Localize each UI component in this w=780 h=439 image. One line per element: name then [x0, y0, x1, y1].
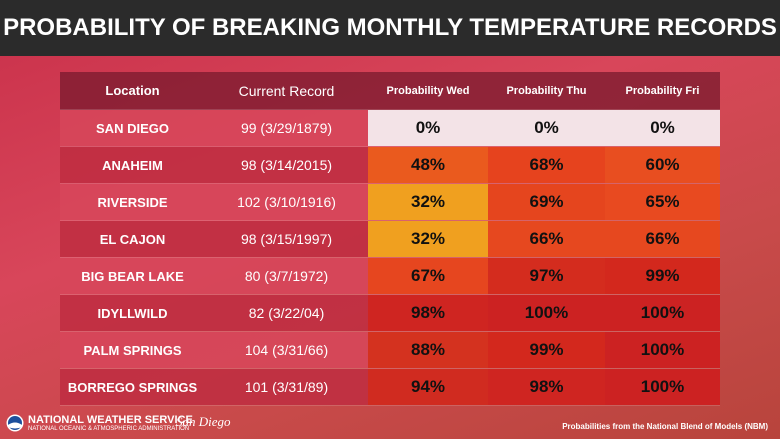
location: BORREGO SPRINGS: [60, 369, 205, 405]
source: Probabilities from the National Blend of…: [562, 422, 768, 431]
probability: 65%: [605, 184, 720, 220]
location: ANAHEIM: [60, 147, 205, 183]
location: RIVERSIDE: [60, 184, 205, 220]
current-record: 104 (3/31/66): [205, 332, 368, 368]
probability: 67%: [368, 258, 488, 294]
probability: 99%: [488, 332, 605, 368]
column-header: Probability Thu: [506, 84, 587, 97]
probability: 48%: [368, 147, 488, 183]
location: IDYLLWILD: [60, 295, 205, 331]
current-record: 101 (3/31/89): [205, 369, 368, 405]
probability: 100%: [488, 295, 605, 331]
probability: 97%: [488, 258, 605, 294]
table-row: BORREGO SPRINGS 101 (3/31/89) 94% 98% 100%: [60, 369, 720, 406]
table-row: PALM SPRINGS 104 (3/31/66) 88% 99% 100%: [60, 332, 720, 369]
column-header: Probability Fri: [625, 84, 700, 97]
column-header: Location: [105, 83, 160, 98]
current-record: 99 (3/29/1879): [205, 110, 368, 146]
probability: 32%: [368, 184, 488, 220]
table-row: BIG BEAR LAKE 80 (3/7/1972) 67% 97% 99%: [60, 258, 720, 295]
current-record: 98 (3/15/1997): [205, 221, 368, 257]
location: EL CAJON: [60, 221, 205, 257]
probability: 0%: [488, 110, 605, 146]
probability: 66%: [488, 221, 605, 257]
table-row: ANAHEIM 98 (3/14/2015) 48% 68% 60%: [60, 147, 720, 184]
probability: 98%: [488, 369, 605, 405]
column-header: Current Record: [238, 82, 335, 99]
probability: 88%: [368, 332, 488, 368]
table-row: EL CAJON 98 (3/15/1997) 32% 66% 66%: [60, 221, 720, 258]
probability: 69%: [488, 184, 605, 220]
probability: 100%: [605, 332, 720, 368]
parent-agency: NATIONAL OCEANIC & ATMOSPHERIC ADMINISTR…: [28, 426, 190, 432]
title: PROBABILITY OF BREAKING MONTHLY TEMPERAT…: [0, 0, 780, 56]
current-record: 82 (3/22/04): [205, 295, 368, 331]
location: SAN DIEGO: [60, 110, 205, 146]
probability: 32%: [368, 221, 488, 257]
location: BIG BEAR LAKE: [60, 258, 205, 294]
office: San Diego: [176, 414, 231, 429]
probability: 100%: [605, 369, 720, 405]
probability: 100%: [605, 295, 720, 331]
probability: 94%: [368, 369, 488, 405]
logo: [6, 414, 24, 432]
table-row: RIVERSIDE 102 (3/10/1916) 32% 69% 65%: [60, 184, 720, 221]
current-record: 80 (3/7/1972): [205, 258, 368, 294]
current-record: 102 (3/10/1916): [205, 184, 368, 220]
agency: NATIONAL WEATHER SERVICE: [28, 414, 193, 426]
probability: 0%: [605, 110, 720, 146]
probability: 98%: [368, 295, 488, 331]
current-record: 98 (3/14/2015): [205, 147, 368, 183]
probability: 60%: [605, 147, 720, 183]
probability: 99%: [605, 258, 720, 294]
header-row: Location Current Record Probability Wed Pro…: [60, 72, 720, 110]
probability: 0%: [368, 110, 488, 146]
column-header: Probability Wed: [386, 84, 470, 97]
table-row: IDYLLWILD 82 (3/22/04) 98% 100% 100%: [60, 295, 720, 332]
probability: 66%: [605, 221, 720, 257]
probability: 68%: [488, 147, 605, 183]
table-row: SAN DIEGO 99 (3/29/1879) 0% 0% 0%: [60, 110, 720, 147]
table: Location Current Record Probability Wed Pro…: [60, 72, 720, 406]
location: PALM SPRINGS: [60, 332, 205, 368]
